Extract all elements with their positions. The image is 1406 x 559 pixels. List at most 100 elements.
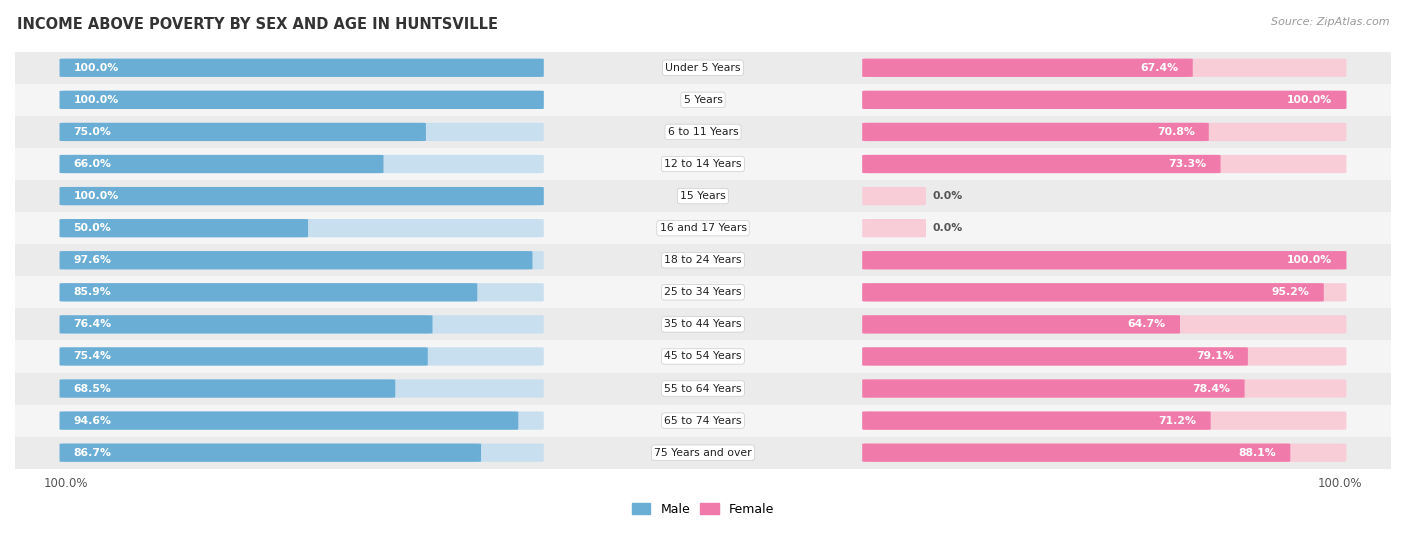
Bar — [15, 405, 1391, 437]
FancyBboxPatch shape — [862, 251, 1347, 269]
FancyBboxPatch shape — [59, 219, 544, 238]
FancyBboxPatch shape — [862, 283, 1324, 301]
Text: 97.6%: 97.6% — [73, 255, 111, 265]
FancyBboxPatch shape — [59, 283, 544, 301]
FancyBboxPatch shape — [862, 380, 1244, 397]
Text: 68.5%: 68.5% — [73, 383, 111, 394]
FancyBboxPatch shape — [862, 443, 1291, 462]
Text: 75.0%: 75.0% — [73, 127, 111, 137]
FancyBboxPatch shape — [59, 443, 544, 462]
Legend: Male, Female: Male, Female — [627, 498, 779, 521]
FancyBboxPatch shape — [862, 411, 1211, 430]
Bar — [15, 340, 1391, 372]
FancyBboxPatch shape — [59, 187, 544, 205]
Text: 6 to 11 Years: 6 to 11 Years — [668, 127, 738, 137]
Text: INCOME ABOVE POVERTY BY SEX AND AGE IN HUNTSVILLE: INCOME ABOVE POVERTY BY SEX AND AGE IN H… — [17, 17, 498, 32]
Bar — [15, 180, 1391, 212]
Bar — [15, 52, 1391, 84]
Text: Under 5 Years: Under 5 Years — [665, 63, 741, 73]
FancyBboxPatch shape — [862, 347, 1347, 366]
Text: 76.4%: 76.4% — [73, 319, 111, 329]
Text: 0.0%: 0.0% — [932, 191, 963, 201]
Text: 86.7%: 86.7% — [73, 448, 111, 458]
FancyBboxPatch shape — [59, 155, 544, 173]
FancyBboxPatch shape — [862, 411, 1347, 430]
Text: 100.0%: 100.0% — [1286, 95, 1333, 105]
FancyBboxPatch shape — [59, 59, 544, 77]
Text: 25 to 34 Years: 25 to 34 Years — [664, 287, 742, 297]
FancyBboxPatch shape — [59, 347, 544, 366]
Text: 100.0%: 100.0% — [73, 63, 120, 73]
Text: 45 to 54 Years: 45 to 54 Years — [664, 352, 742, 362]
FancyBboxPatch shape — [862, 251, 1347, 269]
FancyBboxPatch shape — [59, 123, 426, 141]
Text: 71.2%: 71.2% — [1159, 415, 1197, 425]
FancyBboxPatch shape — [59, 315, 433, 334]
Bar — [15, 276, 1391, 309]
Text: Source: ZipAtlas.com: Source: ZipAtlas.com — [1271, 17, 1389, 27]
FancyBboxPatch shape — [862, 187, 927, 205]
FancyBboxPatch shape — [59, 59, 544, 77]
FancyBboxPatch shape — [862, 283, 1347, 301]
Text: 70.8%: 70.8% — [1157, 127, 1195, 137]
Text: 12 to 14 Years: 12 to 14 Years — [664, 159, 742, 169]
Text: 95.2%: 95.2% — [1272, 287, 1310, 297]
Bar — [15, 148, 1391, 180]
FancyBboxPatch shape — [862, 155, 1347, 173]
Text: 65 to 74 Years: 65 to 74 Years — [664, 415, 742, 425]
Text: 78.4%: 78.4% — [1192, 383, 1230, 394]
FancyBboxPatch shape — [59, 251, 544, 269]
Text: 73.3%: 73.3% — [1168, 159, 1206, 169]
FancyBboxPatch shape — [862, 380, 1347, 397]
Bar — [15, 116, 1391, 148]
FancyBboxPatch shape — [59, 380, 395, 397]
FancyBboxPatch shape — [862, 315, 1180, 334]
FancyBboxPatch shape — [862, 91, 1347, 109]
Text: 35 to 44 Years: 35 to 44 Years — [664, 319, 742, 329]
FancyBboxPatch shape — [862, 219, 927, 238]
FancyBboxPatch shape — [59, 315, 544, 334]
Text: 64.7%: 64.7% — [1128, 319, 1166, 329]
Bar — [15, 212, 1391, 244]
Bar — [15, 309, 1391, 340]
Text: 75.4%: 75.4% — [73, 352, 111, 362]
FancyBboxPatch shape — [862, 123, 1347, 141]
FancyBboxPatch shape — [862, 59, 1192, 77]
FancyBboxPatch shape — [862, 123, 1209, 141]
FancyBboxPatch shape — [59, 411, 519, 430]
Text: 75 Years and over: 75 Years and over — [654, 448, 752, 458]
Text: 15 Years: 15 Years — [681, 191, 725, 201]
FancyBboxPatch shape — [59, 123, 544, 141]
Text: 88.1%: 88.1% — [1239, 448, 1277, 458]
FancyBboxPatch shape — [59, 187, 544, 205]
FancyBboxPatch shape — [59, 411, 544, 430]
Text: 100.0%: 100.0% — [1286, 255, 1333, 265]
Text: 66.0%: 66.0% — [73, 159, 111, 169]
FancyBboxPatch shape — [862, 443, 1347, 462]
FancyBboxPatch shape — [862, 59, 1347, 77]
FancyBboxPatch shape — [59, 283, 477, 301]
FancyBboxPatch shape — [862, 155, 1220, 173]
Text: 67.4%: 67.4% — [1140, 63, 1178, 73]
Text: 85.9%: 85.9% — [73, 287, 111, 297]
Bar — [15, 372, 1391, 405]
Text: 16 and 17 Years: 16 and 17 Years — [659, 223, 747, 233]
Text: 100.0%: 100.0% — [73, 191, 120, 201]
Bar — [15, 84, 1391, 116]
FancyBboxPatch shape — [862, 347, 1249, 366]
FancyBboxPatch shape — [59, 219, 308, 238]
FancyBboxPatch shape — [862, 315, 1347, 334]
Text: 79.1%: 79.1% — [1197, 352, 1234, 362]
FancyBboxPatch shape — [862, 91, 1347, 109]
FancyBboxPatch shape — [59, 443, 481, 462]
Text: 50.0%: 50.0% — [73, 223, 111, 233]
Bar — [15, 244, 1391, 276]
FancyBboxPatch shape — [59, 91, 544, 109]
Text: 0.0%: 0.0% — [932, 223, 963, 233]
Text: 55 to 64 Years: 55 to 64 Years — [664, 383, 742, 394]
Bar — [15, 437, 1391, 469]
Text: 100.0%: 100.0% — [73, 95, 120, 105]
FancyBboxPatch shape — [59, 251, 533, 269]
FancyBboxPatch shape — [59, 155, 384, 173]
Text: 5 Years: 5 Years — [683, 95, 723, 105]
